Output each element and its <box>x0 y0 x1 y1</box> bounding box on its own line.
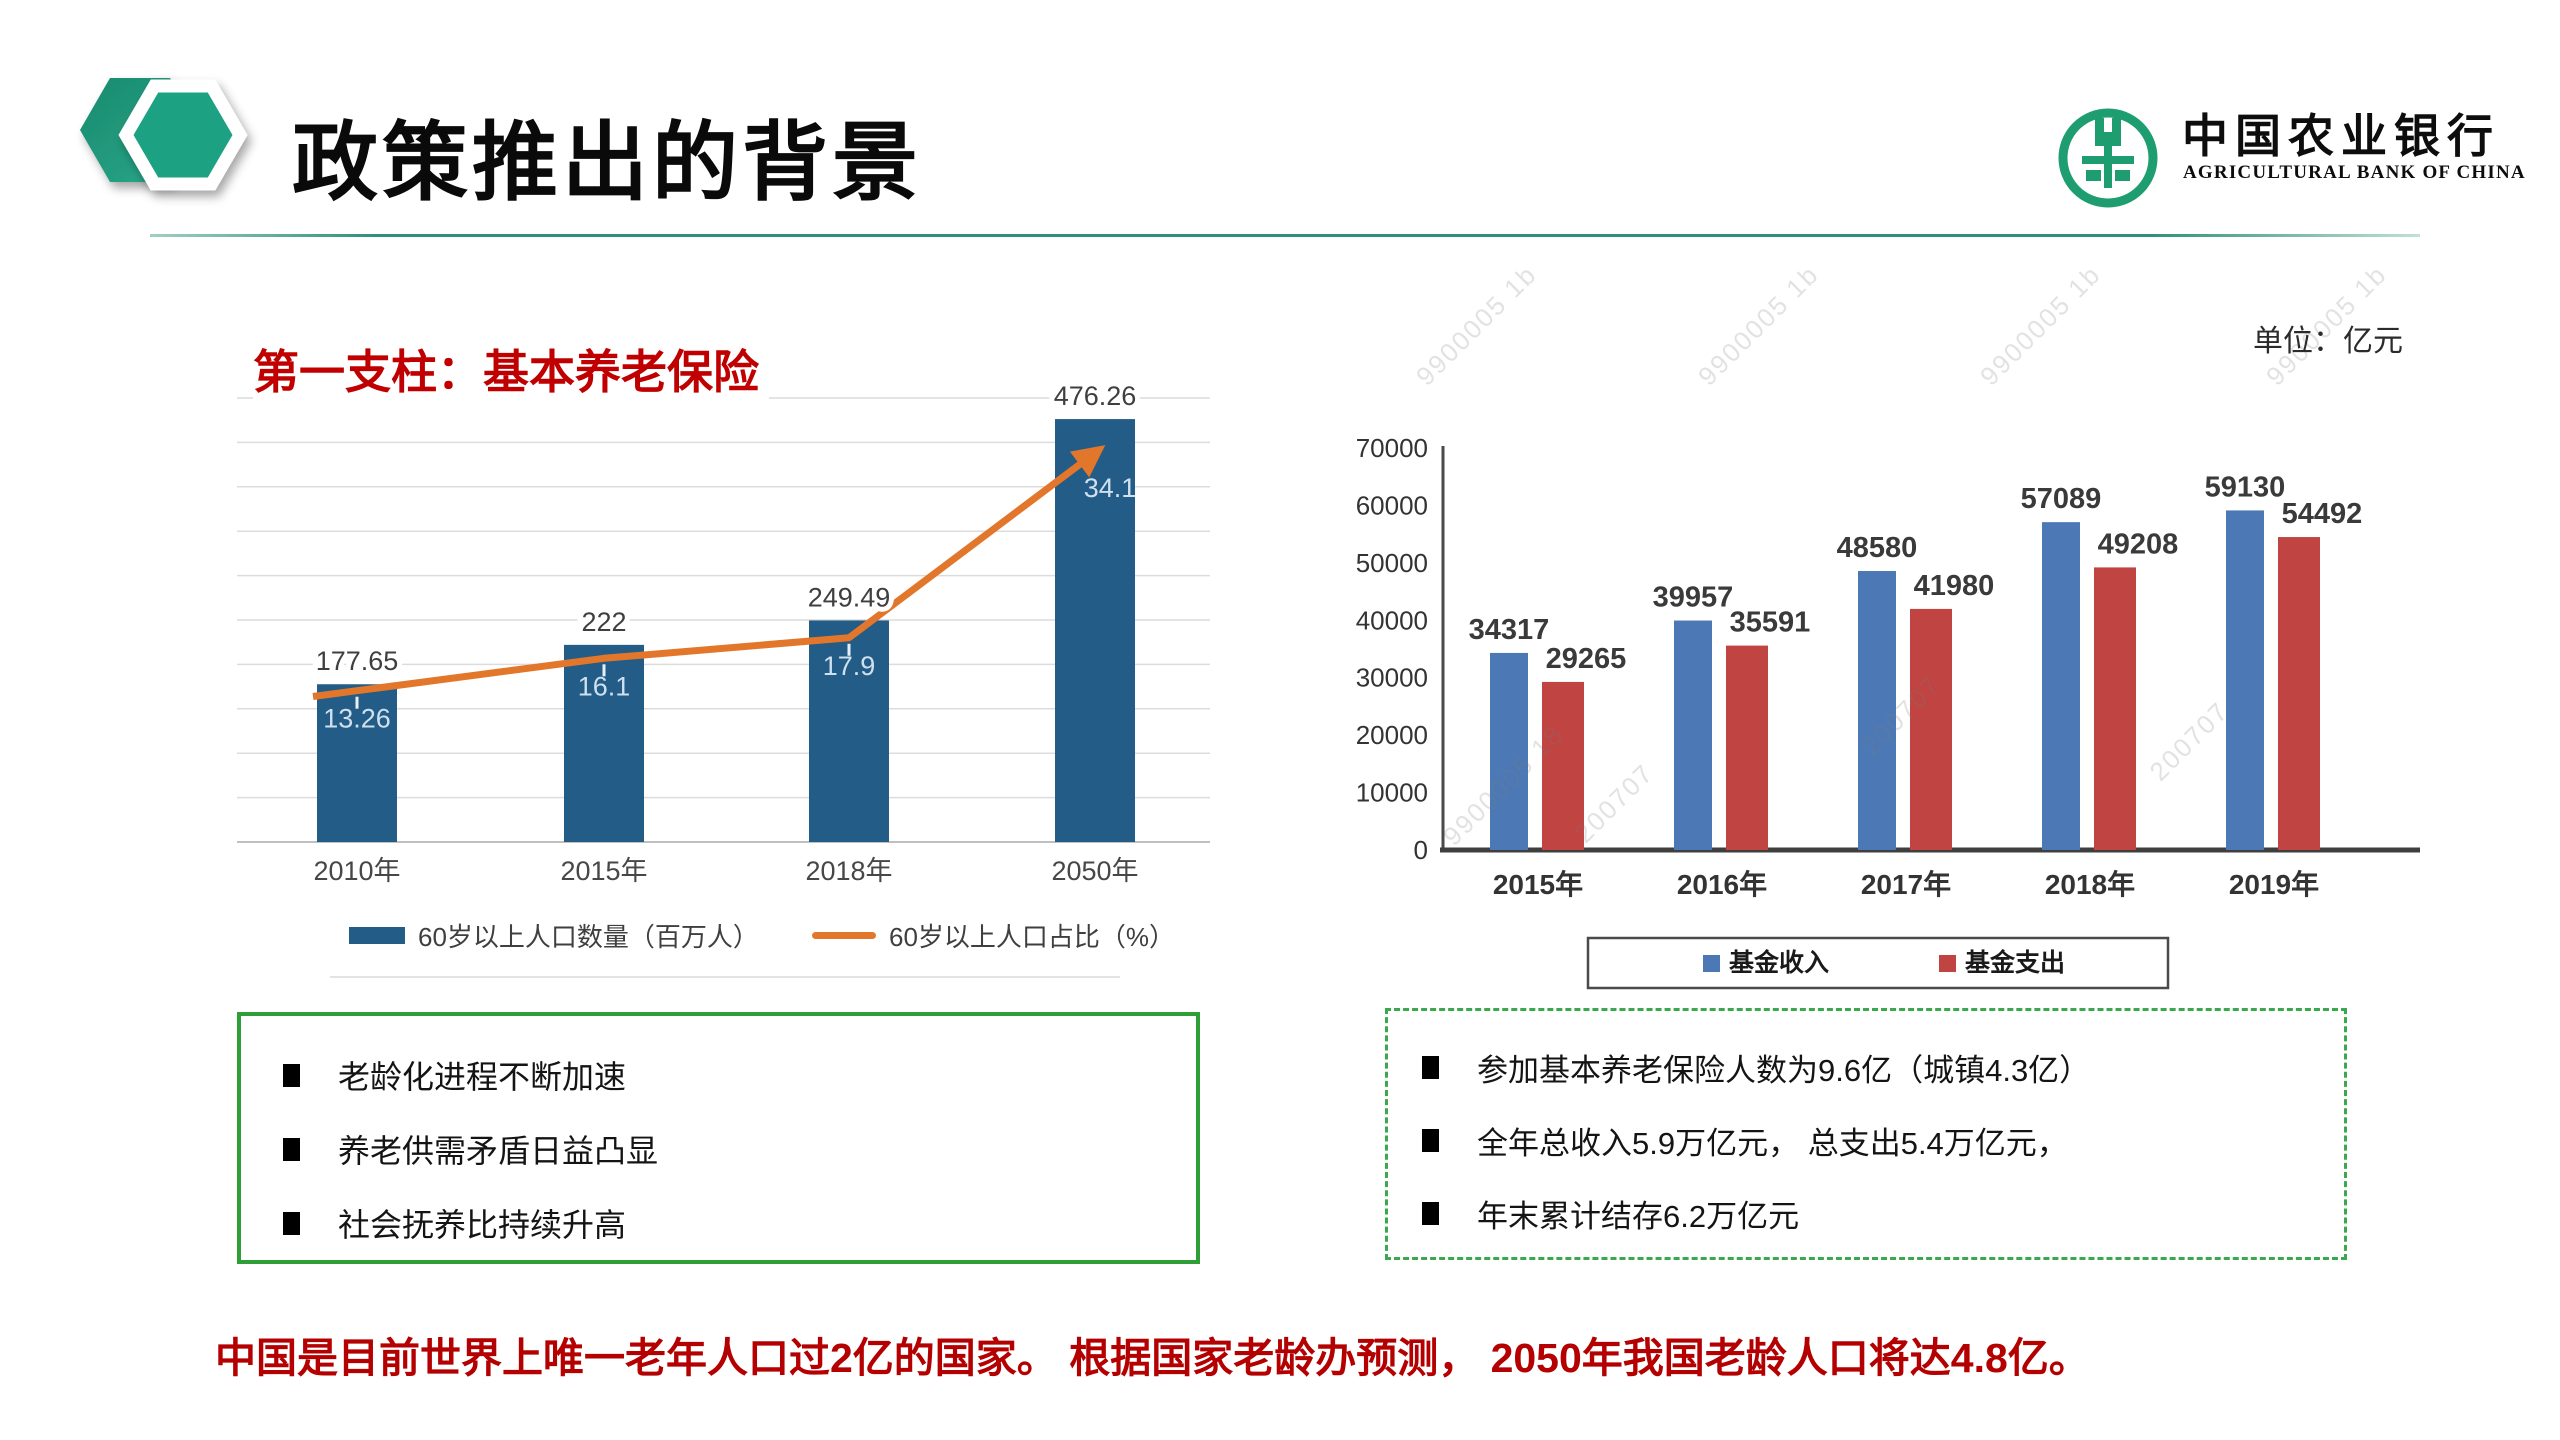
bullet-text: 全年总收入5.9万亿元， 总支出5.4万亿元， <box>1477 1126 2068 1161</box>
bank-name-en: AGRICULTURAL BANK OF CHINA <box>2183 162 2526 183</box>
svg-text:70000: 70000 <box>1356 433 1428 463</box>
svg-text:2050年: 2050年 <box>1051 856 1138 886</box>
svg-text:48580: 48580 <box>1837 532 1918 564</box>
bullet-text: 养老供需矛盾日益凸显 <box>338 1133 659 1169</box>
bank-name-cn: 中国农业银行 <box>2182 111 2500 162</box>
svg-text:29265: 29265 <box>1546 643 1627 675</box>
svg-text:41980: 41980 <box>1914 570 1995 602</box>
svg-text:50000: 50000 <box>1356 548 1428 578</box>
svg-text:13.26: 13.26 <box>323 704 391 734</box>
pension-fund-chart: 0 10000 20000 30000 40000 50000 60000 70000 3431… <box>1356 433 2420 990</box>
svg-text:2015年: 2015年 <box>1493 868 1583 900</box>
list-item: 社会抚养比持续升高 <box>283 1200 1196 1246</box>
legend-bar-label: 60岁以上人口数量（百万人） <box>418 922 759 952</box>
svg-text:49208: 49208 <box>2098 528 2179 560</box>
svg-text:基金支出: 基金支出 <box>1965 948 2065 977</box>
svg-text:2016年: 2016年 <box>1677 868 1767 900</box>
svg-text:177.65: 177.65 <box>316 646 399 676</box>
svg-text:20000: 20000 <box>1356 720 1428 750</box>
svg-text:0: 0 <box>1414 835 1428 865</box>
svg-text:60000: 60000 <box>1356 490 1428 520</box>
svg-text:30000: 30000 <box>1356 663 1428 693</box>
legend-item-line: 60岁以上人口占比（%） <box>812 917 1175 954</box>
svg-text:40000: 40000 <box>1356 605 1428 635</box>
svg-text:16.1: 16.1 <box>578 671 631 701</box>
aging-facts-box: 老龄化进程不断加速 养老供需矛盾日益凸显 社会抚养比持续升高 <box>237 1012 1200 1264</box>
list-item: 参加基本养老保险人数为9.6亿（城镇4.3亿） <box>1422 1045 2344 1090</box>
hexagon-icon <box>80 78 248 191</box>
list-item: 全年总收入5.9万亿元， 总支出5.4万亿元， <box>1422 1118 2344 1163</box>
svg-text:2018年: 2018年 <box>805 856 892 886</box>
bullet-text: 老龄化进程不断加速 <box>338 1059 627 1095</box>
legend-divider <box>330 976 1120 978</box>
svg-text:39957: 39957 <box>1653 582 1734 614</box>
svg-text:基金收入: 基金收入 <box>1729 948 1829 977</box>
line-swatch <box>812 932 876 939</box>
pension-stats-box: 参加基本养老保险人数为9.6亿（城镇4.3亿） 全年总收入5.9万亿元， 总支出… <box>1385 1008 2347 1260</box>
svg-text:2010年: 2010年 <box>313 856 400 886</box>
bullet-square-icon <box>1422 1056 1439 1079</box>
bullet-text: 年末累计结存6.2万亿元 <box>1477 1199 1800 1234</box>
svg-text:2015年: 2015年 <box>560 856 647 886</box>
list-item: 养老供需矛盾日益凸显 <box>283 1126 1196 1172</box>
svg-text:54492: 54492 <box>2282 498 2363 530</box>
bank-logo: 中国农业银行 AGRICULTURAL BANK OF CHINA <box>2052 96 2525 216</box>
svg-text:2018年: 2018年 <box>2045 868 2135 900</box>
svg-text:2017年: 2017年 <box>1861 868 1951 900</box>
legend-item-bar: 60岁以上人口数量（百万人） <box>349 917 759 954</box>
bullet-square-icon <box>283 1063 300 1087</box>
bullet-text: 社会抚养比持续升高 <box>338 1207 627 1243</box>
bar-swatch <box>349 927 405 944</box>
unit-label: 单位：亿元 <box>2253 325 2403 358</box>
svg-text:34.1: 34.1 <box>1084 473 1137 503</box>
svg-text:34317: 34317 <box>1469 614 1550 646</box>
svg-text:222: 222 <box>581 607 626 637</box>
svg-text:17.9: 17.9 <box>823 651 876 681</box>
bullet-square-icon <box>1422 1202 1439 1225</box>
page-title: 政策推出的背景 <box>292 115 922 211</box>
population-chart: 177.65 222 249.49 476.26 13.26 16.1 17.9 34.1 20… <box>237 376 1210 886</box>
conclusion-text: 中国是目前世界上唯一老年人口过2亿的国家。 根据国家老龄办预测， 2050年我国… <box>215 1335 2090 1381</box>
svg-text:59130: 59130 <box>2205 471 2286 503</box>
bullet-square-icon <box>1422 1129 1439 1152</box>
svg-text:57089: 57089 <box>2021 483 2102 515</box>
bullet-square-icon <box>283 1137 300 1161</box>
svg-text:2019年: 2019年 <box>2229 868 2319 900</box>
svg-text:35591: 35591 <box>1730 607 1811 639</box>
bank-logo-icon <box>2058 108 2158 208</box>
list-item: 老龄化进程不断加速 <box>283 1052 1196 1098</box>
bullet-square-icon <box>283 1211 300 1235</box>
svg-text:10000: 10000 <box>1356 778 1428 808</box>
list-item: 年末累计结存6.2万亿元 <box>1422 1191 2344 1236</box>
section-label: 第一支柱：基本养老保险 <box>253 336 769 402</box>
legend-line-label: 60岁以上人口占比（%） <box>889 922 1176 952</box>
header-divider <box>150 234 2420 237</box>
svg-text:249.49: 249.49 <box>808 582 891 612</box>
population-chart-legend: 60岁以上人口数量（百万人） 60岁以上人口占比（%） <box>235 915 1235 959</box>
svg-text:476.26: 476.26 <box>1054 381 1137 411</box>
bullet-text: 参加基本养老保险人数为9.6亿（城镇4.3亿） <box>1477 1053 2091 1088</box>
